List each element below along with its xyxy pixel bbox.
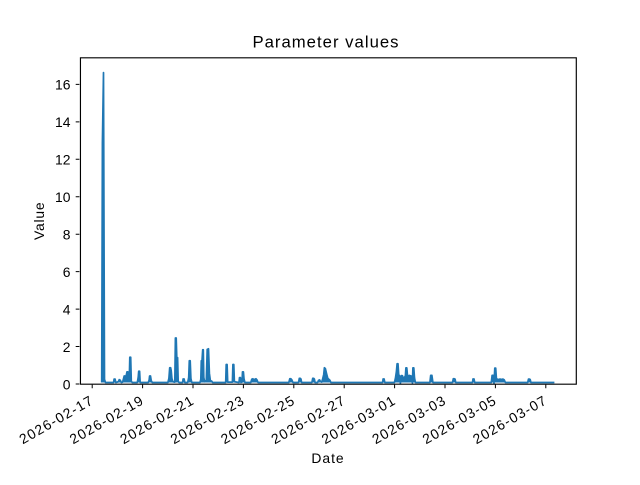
- svg-text:12: 12: [55, 152, 71, 168]
- svg-text:Value: Value: [31, 202, 47, 240]
- svg-text:2: 2: [63, 339, 71, 355]
- svg-text:14: 14: [55, 114, 71, 130]
- svg-text:Date: Date: [311, 450, 344, 466]
- svg-text:6: 6: [63, 264, 71, 280]
- svg-text:Parameter values: Parameter values: [252, 33, 399, 52]
- svg-text:4: 4: [63, 301, 71, 317]
- svg-text:16: 16: [55, 77, 71, 93]
- svg-text:0: 0: [63, 376, 71, 392]
- svg-text:10: 10: [55, 189, 71, 205]
- svg-text:8: 8: [63, 227, 71, 243]
